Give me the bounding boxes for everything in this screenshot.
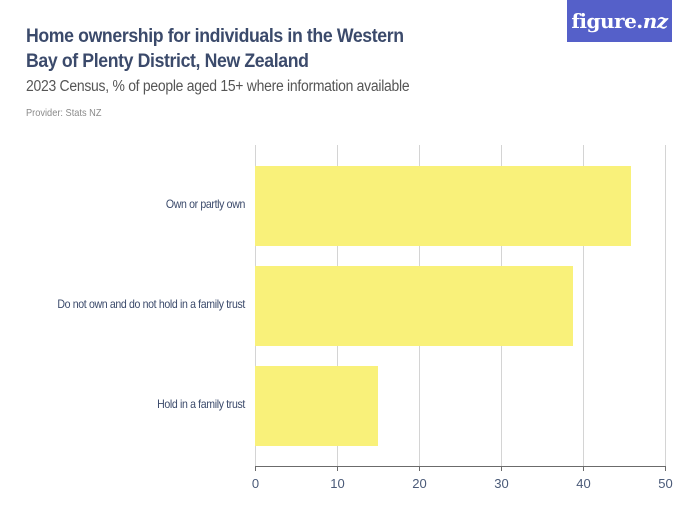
- axis-tick: [337, 466, 338, 471]
- x-tick-label: 20: [412, 476, 427, 491]
- axis-tick: [665, 466, 666, 471]
- category-label: Own or partly own: [165, 197, 245, 211]
- x-tick-label: 40: [576, 476, 591, 491]
- gridline: [583, 145, 584, 466]
- bar-do-not-own-and-do-not-hold-in-a-family-trust: [255, 266, 574, 346]
- x-tick-label: 30: [494, 476, 509, 491]
- bar-own-or-partly-own: [255, 166, 632, 246]
- x-tick-label: 50: [658, 476, 673, 491]
- figure-nz-logo[interactable]: figure.nz: [567, 0, 672, 42]
- axis-tick: [501, 466, 502, 471]
- category-label: Hold in a family trust: [157, 397, 245, 411]
- provider-note: Provider: Stats NZ: [26, 107, 102, 119]
- gridline: [665, 145, 666, 466]
- bar-hold-in-a-family-trust: [255, 366, 378, 446]
- logo-text: figure.nz: [571, 9, 668, 33]
- x-tick-label: 10: [330, 476, 345, 491]
- x-tick-label: 0: [251, 476, 260, 491]
- category-label: Do not own and do not hold in a family t…: [57, 297, 245, 311]
- x-axis-line: [255, 466, 666, 467]
- chart-title: Home ownership for individuals in the We…: [26, 26, 404, 72]
- axis-tick: [419, 466, 420, 471]
- chart-subtitle: 2023 Census, % of people aged 15+ where …: [26, 78, 410, 95]
- axis-tick: [583, 466, 584, 471]
- axis-tick: [255, 466, 256, 471]
